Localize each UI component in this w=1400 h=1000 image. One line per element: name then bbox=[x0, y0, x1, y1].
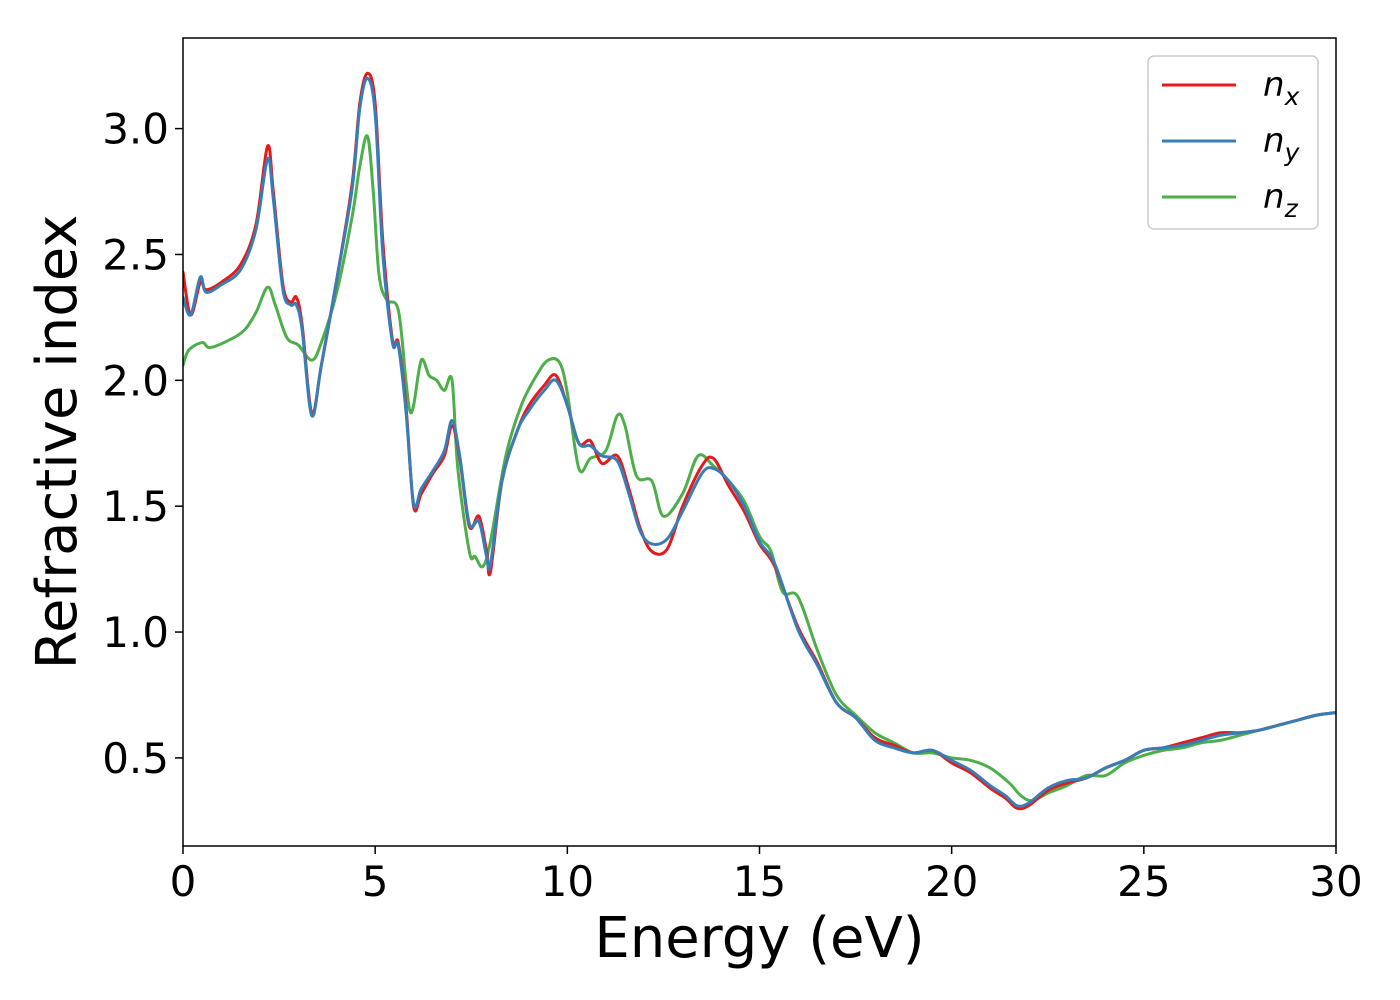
x-axis-title: Energy (eV) bbox=[594, 906, 924, 971]
legend: nx ny nz bbox=[1147, 55, 1319, 230]
y-tick-label: 0.5 bbox=[102, 734, 169, 783]
legend-label-z: nz bbox=[1263, 177, 1299, 223]
legend-label-x: nx bbox=[1263, 65, 1300, 111]
x-tick-label: 5 bbox=[362, 857, 389, 906]
x-tick-label: 25 bbox=[1117, 857, 1170, 906]
x-axis: 0 5 10 15 20 25 30 bbox=[170, 846, 1363, 906]
x-tick-label: 0 bbox=[170, 857, 197, 906]
series-line-y bbox=[183, 76, 1336, 808]
y-tick-label: 2.5 bbox=[102, 230, 169, 279]
legend-label-y: ny bbox=[1263, 121, 1301, 167]
x-tick-label: 20 bbox=[925, 857, 978, 906]
y-tick-label: 1.0 bbox=[102, 608, 169, 657]
series-layer bbox=[183, 71, 1336, 811]
x-tick-label: 10 bbox=[541, 857, 594, 906]
series-line-z bbox=[183, 134, 1336, 803]
y-axis-title: Refractive index bbox=[25, 215, 90, 670]
y-axis: 0.5 1.0 1.5 2.0 2.5 3.0 bbox=[102, 105, 183, 783]
y-tick-label: 2.0 bbox=[102, 356, 169, 405]
y-tick-label: 3.0 bbox=[102, 105, 169, 154]
y-tick-label: 1.5 bbox=[102, 482, 169, 531]
x-tick-label: 15 bbox=[733, 857, 786, 906]
x-tick-label: 30 bbox=[1309, 857, 1362, 906]
